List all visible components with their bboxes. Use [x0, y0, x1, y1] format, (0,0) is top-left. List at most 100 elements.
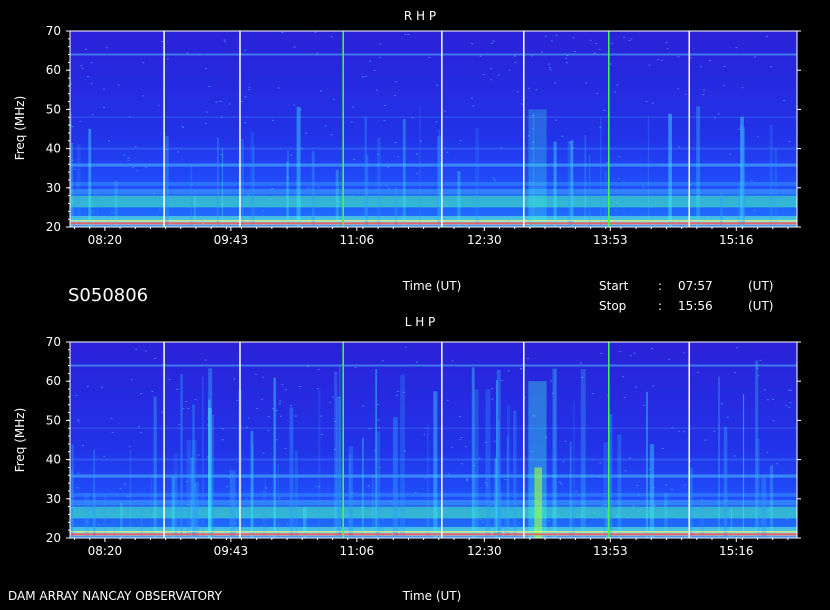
noise-speckle [119, 488, 122, 490]
start-time: 07:57 [678, 279, 713, 293]
noise-speckle [320, 433, 323, 435]
noise-speckle [414, 491, 417, 493]
y-tick-label: 50 [46, 413, 61, 427]
noise-speckle [275, 439, 278, 441]
noise-speckle [661, 164, 664, 166]
noise-speckle [702, 94, 705, 96]
noise-speckle [682, 352, 685, 354]
noise-speckle [435, 121, 438, 123]
noise-speckle [270, 197, 273, 199]
noise-speckle [134, 146, 137, 148]
noise-speckle [726, 416, 729, 418]
burst-streak [696, 106, 701, 227]
burst-streak [433, 391, 438, 538]
noise-speckle [331, 396, 334, 398]
y-tick-label: 30 [46, 181, 61, 195]
noise-speckle [194, 398, 197, 400]
noise-speckle [329, 528, 332, 530]
burst-streak [427, 423, 429, 538]
noise-speckle [490, 79, 493, 81]
burst-streak [76, 144, 81, 227]
noise-speckle [624, 470, 627, 472]
noise-speckle [516, 91, 519, 93]
x-tick-label: 08:20 [88, 233, 123, 247]
noise-speckle [637, 494, 640, 496]
noise-speckle [367, 510, 370, 512]
noise-speckle [267, 199, 270, 201]
burst-streak [572, 400, 575, 538]
noise-speckle [387, 187, 390, 189]
noise-speckle [601, 505, 604, 507]
burst-streak [186, 440, 192, 538]
noise-speckle [178, 424, 181, 426]
burst-streak [194, 481, 199, 538]
noise-speckle [473, 465, 476, 467]
noise-speckle [224, 41, 227, 43]
noise-speckle [713, 117, 716, 119]
burst-streak [437, 135, 441, 227]
noise-speckle [486, 478, 489, 480]
burst-streak [252, 145, 255, 227]
noise-speckle [74, 168, 77, 170]
y-tick-label: 60 [46, 374, 61, 388]
noise-speckle [770, 66, 773, 68]
burst-streak [262, 489, 265, 538]
noise-speckle [698, 195, 701, 197]
noise-speckle [787, 389, 790, 391]
noise-speckle [271, 188, 274, 190]
noise-speckle [316, 388, 319, 390]
noise-speckle [544, 35, 547, 37]
noise-speckle [247, 194, 250, 196]
noise-speckle [307, 187, 310, 189]
noise-speckle [334, 448, 337, 450]
burst-streak [190, 457, 194, 538]
noise-speckle [633, 352, 636, 354]
noise-speckle [185, 481, 188, 483]
burst-streak [375, 431, 381, 538]
noise-speckle [758, 195, 761, 197]
noise-speckle [361, 76, 364, 78]
noise-speckle [668, 514, 671, 516]
x-tick-label: 09:43 [214, 233, 249, 247]
noise-speckle [77, 504, 80, 506]
noise-speckle [549, 69, 552, 71]
lhp-title: L H P [405, 315, 436, 329]
noise-speckle [489, 504, 492, 506]
noise-speckle [268, 535, 271, 537]
noise-speckle [243, 122, 246, 124]
noise-speckle [182, 408, 185, 410]
noise-speckle [290, 203, 293, 205]
rhp-title: R H P [404, 9, 436, 23]
noise-speckle [677, 517, 680, 519]
noise-speckle [651, 347, 654, 349]
noise-speckle [788, 406, 791, 408]
noise-speckle [378, 57, 381, 59]
burst-streak [392, 417, 398, 538]
noise-speckle [459, 140, 462, 142]
noise-speckle [110, 418, 113, 420]
noise-speckle [693, 514, 696, 516]
noise-speckle [666, 48, 669, 50]
noise-speckle [648, 64, 651, 66]
burst-streak [372, 475, 374, 538]
noise-speckle [696, 371, 699, 373]
noise-speckle [630, 38, 633, 40]
interference-band [70, 364, 797, 367]
noise-speckle [71, 126, 74, 128]
noise-speckle [628, 40, 631, 42]
noise-speckle [531, 450, 534, 452]
burst-streak [474, 389, 479, 538]
noise-speckle [320, 90, 323, 92]
noise-speckle [472, 105, 475, 107]
burst-streak [93, 449, 96, 538]
y-tick-label: 60 [46, 63, 61, 77]
noise-speckle [789, 402, 792, 404]
burst-streak [649, 444, 655, 538]
interference-band [70, 216, 797, 223]
burst-streak [567, 141, 572, 227]
noise-speckle [702, 218, 705, 220]
noise-speckle [176, 388, 179, 390]
noise-speckle [479, 519, 482, 521]
noise-speckle [404, 33, 407, 35]
noise-speckle [520, 204, 523, 206]
